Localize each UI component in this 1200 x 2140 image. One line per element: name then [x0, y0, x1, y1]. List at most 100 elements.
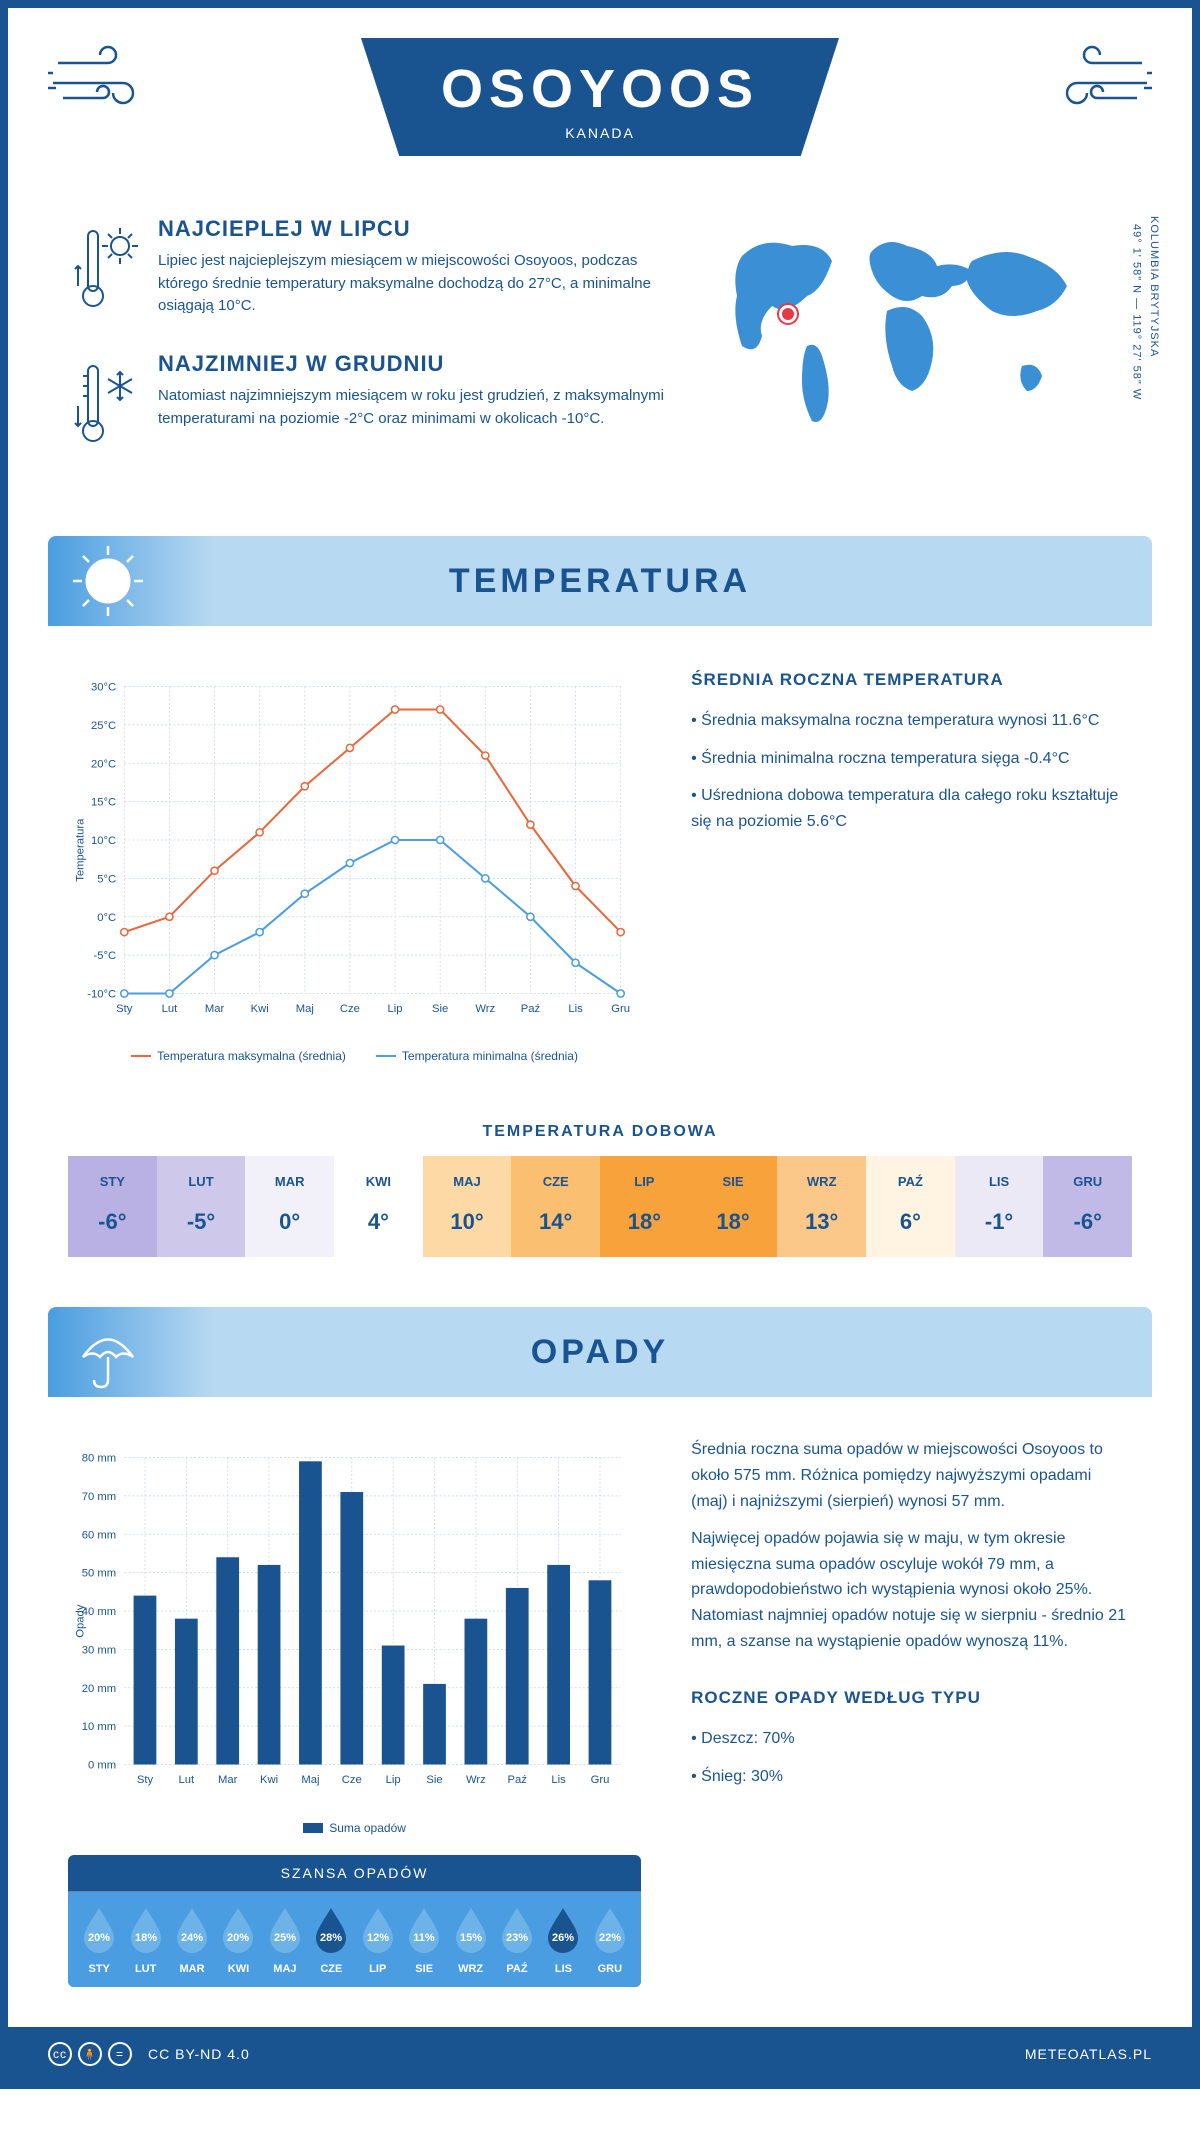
- umbrella-icon: [68, 1312, 148, 1392]
- svg-text:Paź: Paź: [521, 1003, 541, 1015]
- svg-text:Lis: Lis: [568, 1003, 583, 1015]
- legend-min: Temperatura minimalna (średnia): [376, 1049, 578, 1063]
- svg-text:50 mm: 50 mm: [82, 1568, 116, 1580]
- svg-text:15°C: 15°C: [91, 797, 116, 809]
- svg-text:80 mm: 80 mm: [82, 1453, 116, 1465]
- svg-text:20°C: 20°C: [91, 758, 116, 770]
- svg-text:Lip: Lip: [386, 1774, 401, 1786]
- svg-text:Cze: Cze: [342, 1774, 362, 1786]
- legend-max: Temperatura maksymalna (średnia): [131, 1049, 346, 1063]
- svg-text:22%: 22%: [599, 1932, 621, 1944]
- temp-cell: PAŹ6°: [866, 1156, 955, 1257]
- legend-precip: Suma opadów: [303, 1821, 406, 1835]
- svg-text:30°C: 30°C: [91, 682, 116, 694]
- svg-text:Gru: Gru: [611, 1003, 630, 1015]
- svg-text:30 mm: 30 mm: [82, 1645, 116, 1657]
- drop-cell: 26%LIS: [540, 1904, 586, 1975]
- warmest-title: NAJCIEPLEJ W LIPCU: [158, 216, 672, 242]
- thermometer-snow-icon: [68, 351, 138, 456]
- city-name: OSOYOOS: [441, 58, 759, 120]
- temp-cell: MAR0°: [245, 1156, 334, 1257]
- temp-bullet: • Średnia minimalna roczna temperatura s…: [691, 746, 1132, 772]
- temperature-chart: -10°C -5°C 0°C 5°C 10°C 15°C 20°C 25°C 30°C Sty Lu…: [68, 666, 641, 1034]
- precip-chart: 0 mm10 mm20 mm30 mm40 mm50 mm60 mm70 mm8…: [68, 1437, 641, 1805]
- svg-text:Kwi: Kwi: [260, 1774, 278, 1786]
- svg-text:Paź: Paź: [508, 1774, 528, 1786]
- temp-cell: GRU-6°: [1043, 1156, 1132, 1257]
- svg-text:24%: 24%: [181, 1932, 203, 1944]
- svg-text:5°C: 5°C: [97, 873, 116, 885]
- svg-text:Lut: Lut: [162, 1003, 179, 1015]
- precip-title: OPADY: [531, 1333, 669, 1372]
- svg-text:18%: 18%: [135, 1932, 157, 1944]
- svg-text:0°C: 0°C: [97, 912, 116, 924]
- svg-text:Maj: Maj: [301, 1774, 319, 1786]
- drop-cell: 20%KWI: [215, 1904, 261, 1975]
- coldest-fact: NAJZIMNIEJ W GRUDNIU Natomiast najzimnie…: [68, 351, 672, 456]
- svg-text:Cze: Cze: [340, 1003, 360, 1015]
- svg-text:10 mm: 10 mm: [82, 1722, 116, 1734]
- svg-text:0 mm: 0 mm: [88, 1760, 116, 1772]
- temp-cell: CZE14°: [511, 1156, 600, 1257]
- warmest-text: Lipiec jest najcieplejszym miesiącem w m…: [158, 250, 672, 318]
- svg-text:12%: 12%: [367, 1932, 389, 1944]
- by-icon: 🧍: [78, 2042, 102, 2066]
- svg-text:20%: 20%: [88, 1932, 110, 1944]
- drop-cell: 12%LIP: [355, 1904, 401, 1975]
- world-map: KOLUMBIA BRYTYJSKA 49° 1' 58" N — 119° 2…: [712, 216, 1132, 486]
- sun-icon: [68, 541, 148, 621]
- precip-text-1: Średnia roczna suma opadów w miejscowośc…: [691, 1437, 1132, 1514]
- svg-text:Lis: Lis: [551, 1774, 566, 1786]
- svg-text:Gru: Gru: [591, 1774, 610, 1786]
- svg-text:Kwi: Kwi: [251, 1003, 269, 1015]
- precip-type-bullet: • Deszcz: 70%: [691, 1726, 1132, 1752]
- temp-cell: WRZ13°: [777, 1156, 866, 1257]
- drop-cell: 15%WRZ: [447, 1904, 493, 1975]
- site-name: METEOATLAS.PL: [1025, 2046, 1152, 2062]
- cc-icon: cc: [48, 2042, 72, 2066]
- coldest-title: NAJZIMNIEJ W GRUDNIU: [158, 351, 672, 377]
- drop-cell: 20%STY: [76, 1904, 122, 1975]
- svg-text:Lip: Lip: [388, 1003, 403, 1015]
- temp-cell: STY-6°: [68, 1156, 157, 1257]
- temp-bullet: • Uśredniona dobowa temperatura dla całe…: [691, 783, 1132, 834]
- svg-text:Sie: Sie: [426, 1774, 442, 1786]
- precip-type-bullet: • Śnieg: 30%: [691, 1764, 1132, 1790]
- temp-bullet: • Średnia maksymalna roczna temperatura …: [691, 708, 1132, 734]
- svg-text:15%: 15%: [460, 1932, 482, 1944]
- temperature-header: TEMPERATURA: [48, 536, 1152, 626]
- precip-text-2: Najwięcej opadów pojawia się w maju, w t…: [691, 1526, 1132, 1654]
- temperature-title: TEMPERATURA: [449, 562, 751, 601]
- svg-text:60 mm: 60 mm: [82, 1530, 116, 1542]
- temp-cell: MAJ10°: [423, 1156, 512, 1257]
- svg-text:Mar: Mar: [205, 1003, 225, 1015]
- svg-text:-5°C: -5°C: [93, 950, 116, 962]
- precip-chance-table: SZANSA OPADÓW 20%STY18%LUT24%MAR20%KWI25…: [68, 1855, 641, 1987]
- svg-text:Sty: Sty: [137, 1774, 154, 1786]
- svg-text:Wrz: Wrz: [466, 1774, 486, 1786]
- coordinates: KOLUMBIA BRYTYJSKA 49° 1' 58" N — 119° 2…: [1127, 216, 1162, 400]
- svg-text:20%: 20%: [227, 1932, 249, 1944]
- temp-cell: SIE18°: [689, 1156, 778, 1257]
- temp-cell: LIS-1°: [955, 1156, 1044, 1257]
- svg-text:Lut: Lut: [179, 1774, 196, 1786]
- drop-cell: 23%PAŹ: [494, 1904, 540, 1975]
- footer: cc 🧍 = CC BY-ND 4.0 METEOATLAS.PL: [8, 2027, 1192, 2081]
- svg-text:20 mm: 20 mm: [82, 1683, 116, 1695]
- svg-text:-10°C: -10°C: [87, 989, 116, 1001]
- nd-icon: =: [108, 2042, 132, 2066]
- coldest-text: Natomiast najzimniejszym miesiącem w rok…: [158, 385, 672, 430]
- precip-header: OPADY: [48, 1307, 1152, 1397]
- svg-text:Temperatura: Temperatura: [74, 818, 86, 882]
- svg-text:26%: 26%: [552, 1932, 574, 1944]
- svg-text:Wrz: Wrz: [475, 1003, 495, 1015]
- svg-text:25%: 25%: [274, 1932, 296, 1944]
- drop-cell: 25%MAJ: [262, 1904, 308, 1975]
- svg-text:Sty: Sty: [116, 1003, 133, 1015]
- wind-icon-right: [1032, 38, 1152, 118]
- svg-text:25°C: 25°C: [91, 720, 116, 732]
- temp-summary-heading: ŚREDNIA ROCZNA TEMPERATURA: [691, 666, 1132, 693]
- svg-text:10°C: 10°C: [91, 835, 116, 847]
- svg-text:23%: 23%: [506, 1932, 528, 1944]
- temp-cell: KWI4°: [334, 1156, 423, 1257]
